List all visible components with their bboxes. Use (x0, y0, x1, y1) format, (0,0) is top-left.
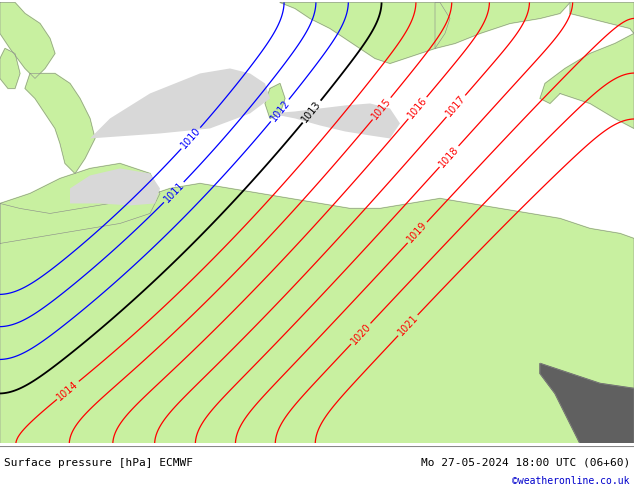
Text: 1014: 1014 (55, 379, 81, 402)
Text: 1020: 1020 (349, 321, 373, 346)
Polygon shape (70, 169, 160, 205)
Text: Surface pressure [hPa] ECMWF: Surface pressure [hPa] ECMWF (4, 458, 193, 468)
Polygon shape (90, 69, 270, 139)
Polygon shape (435, 2, 570, 49)
Polygon shape (0, 183, 634, 443)
Polygon shape (540, 33, 634, 128)
Polygon shape (25, 74, 95, 173)
Text: 1018: 1018 (437, 144, 461, 169)
Polygon shape (0, 164, 160, 244)
Polygon shape (270, 103, 400, 139)
Text: 1019: 1019 (405, 220, 429, 245)
Polygon shape (570, 2, 634, 33)
Polygon shape (540, 364, 634, 443)
Polygon shape (0, 49, 20, 89)
Text: 1010: 1010 (179, 126, 203, 150)
Text: 1015: 1015 (370, 96, 393, 122)
Text: ©weatheronline.co.uk: ©weatheronline.co.uk (512, 476, 630, 486)
Text: 1017: 1017 (444, 94, 468, 119)
Text: 1021: 1021 (396, 313, 420, 338)
Polygon shape (265, 83, 285, 119)
Text: 1016: 1016 (406, 96, 429, 121)
Text: 1013: 1013 (300, 99, 323, 124)
Text: 1011: 1011 (162, 180, 186, 204)
Polygon shape (280, 2, 450, 63)
Text: 1012: 1012 (268, 98, 292, 123)
Polygon shape (0, 2, 55, 78)
Text: Mo 27-05-2024 18:00 UTC (06+60): Mo 27-05-2024 18:00 UTC (06+60) (421, 458, 630, 468)
